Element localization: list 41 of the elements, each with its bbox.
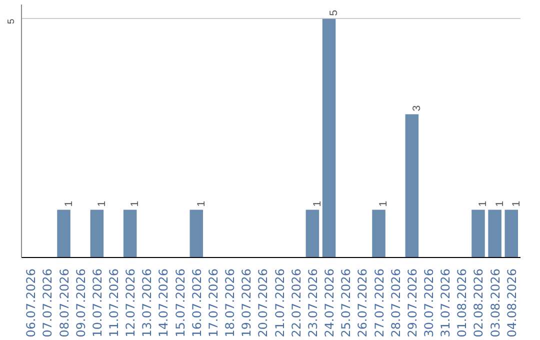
x-tick-label: 17.07.2026 [206, 268, 220, 338]
x-tick-label: 20.07.2026 [256, 268, 270, 338]
x-tick-label: 29.07.2026 [405, 268, 420, 338]
data-label: 1 [62, 200, 75, 207]
x-tick-label: 03.08.2026 [488, 268, 502, 338]
x-tick-label: 23.07.2026 [306, 268, 320, 338]
x-tick-label: 18.07.2026 [223, 268, 238, 338]
x-tick-label: 22.07.2026 [289, 268, 304, 338]
x-tick-label: 21.07.2026 [272, 268, 287, 338]
x-tick-label: 25.07.2026 [339, 268, 354, 338]
x-tick-label: 30.07.2026 [422, 268, 436, 338]
x-tick-label: 24.07.2026 [322, 268, 337, 338]
data-label: 1 [129, 200, 142, 207]
x-tick-label: 14.07.2026 [156, 268, 171, 338]
data-label: 5 [328, 10, 340, 16]
data-label: 3 [410, 105, 423, 112]
x-tick-label: 08.07.2026 [57, 268, 72, 338]
data-label: 1 [311, 200, 324, 207]
x-tick-label: 10.07.2026 [90, 268, 104, 338]
x-tick-label: 31.07.2026 [438, 268, 453, 338]
data-label: 1 [378, 200, 390, 207]
x-tick-label: 28.07.2026 [388, 268, 403, 338]
x-tick-label: 27.07.2026 [372, 268, 386, 338]
x-tick-label: 15.07.2026 [173, 268, 188, 338]
data-label: 1 [494, 200, 506, 207]
x-tick-label: 02.08.2026 [472, 268, 486, 338]
data-label: 1 [195, 200, 208, 207]
x-tick-label: 01.08.2026 [455, 268, 470, 338]
x-tick-label: 09.07.2026 [74, 268, 88, 338]
x-tick-label: 06.07.2026 [24, 268, 38, 338]
data-label: 1 [96, 200, 108, 207]
x-tick-label: 07.07.2026 [40, 268, 55, 338]
data-label: 1 [510, 200, 522, 207]
data-label: 1 [477, 200, 490, 207]
x-tick-label: 19.07.2026 [240, 268, 254, 338]
x-tick-label: 16.07.2026 [190, 268, 204, 338]
x-tick-label: 26.07.2026 [356, 268, 370, 338]
x-tick-label: 04.08.2026 [504, 268, 519, 338]
x-tick-label: 12.07.2026 [124, 268, 138, 338]
x-tick-label: 11.07.2026 [107, 268, 122, 338]
x-tick-label: 13.07.2026 [140, 268, 154, 338]
